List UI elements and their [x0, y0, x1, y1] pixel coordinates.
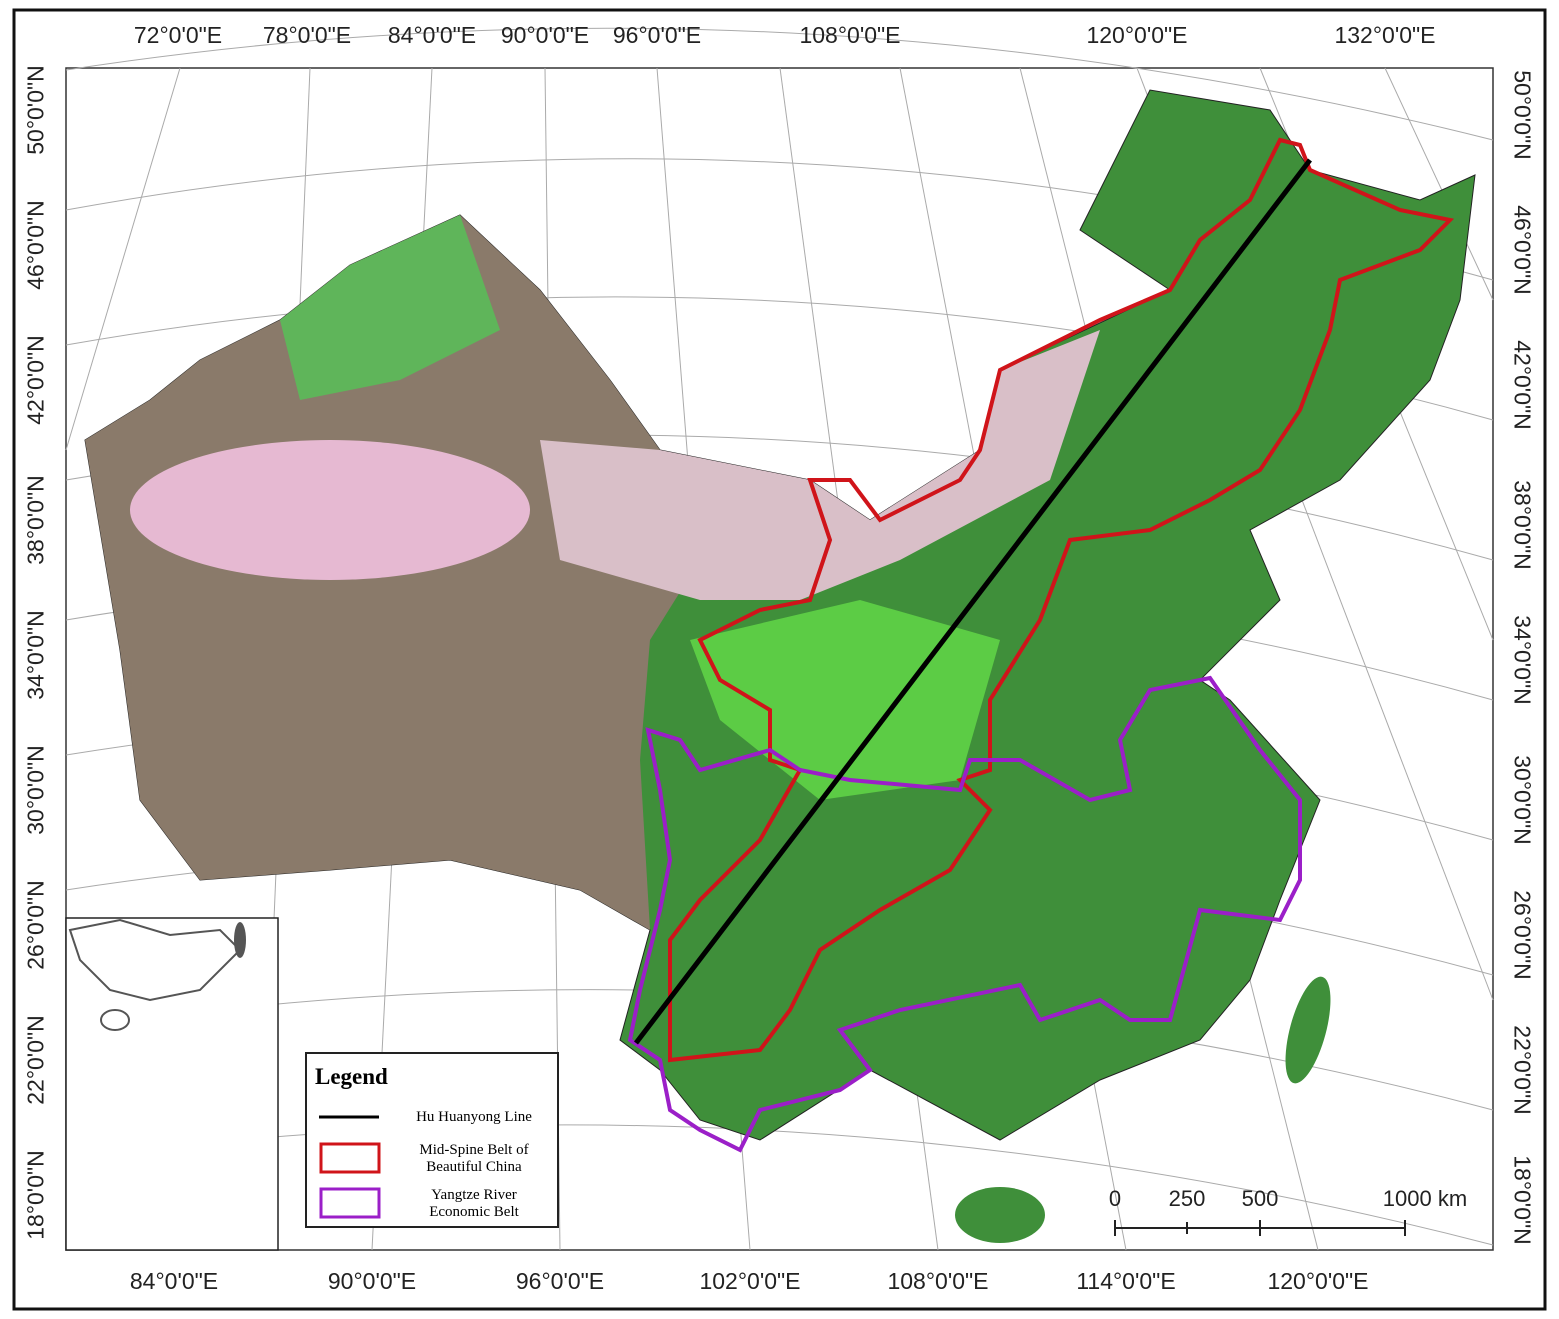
right-latitude-label: 22°0'0"N: [1509, 1025, 1536, 1115]
top-longitude-label: 84°0'0"E: [387, 22, 477, 48]
yangtze-belt: [627, 675, 1302, 1153]
bottom-longitude-label: 102°0'0"E: [699, 1268, 801, 1294]
top-longitude-label: 132°0'0"E: [1334, 22, 1436, 48]
right-latitude-label: 50°0'0"N: [1509, 70, 1536, 160]
legend-title: Legend: [315, 1064, 388, 1089]
left-latitude-label: 26°0'0"N: [22, 880, 49, 970]
scale-label: 250: [1168, 1186, 1206, 1211]
hainan: [955, 1187, 1045, 1243]
right-latitude-label: 18°0'0"N: [1509, 1155, 1536, 1245]
bottom-longitude-label: 108°0'0"E: [887, 1268, 989, 1294]
left-latitude-label: 30°0'0"N: [22, 745, 49, 835]
scale-label: 1000 km: [1382, 1186, 1468, 1211]
left-latitude-label: 22°0'0"N: [22, 1015, 49, 1105]
inset-map: [65, 917, 279, 1251]
hu-huanyong-line: [634, 158, 1312, 1045]
right-latitude-label: 46°0'0"N: [1509, 205, 1536, 295]
left-latitude-label: 34°0'0"N: [22, 610, 49, 700]
right-latitude-label: 42°0'0"N: [1509, 340, 1536, 430]
bottom-longitude-label: 84°0'0"E: [129, 1268, 219, 1294]
northern-desert: [540, 330, 1100, 600]
legend-item: Mid-Spine Belt of Beautiful China: [419, 1142, 529, 1175]
left-latitude-label: 42°0'0"N: [22, 335, 49, 425]
bottom-longitude-label: 114°0'0"E: [1076, 1268, 1176, 1294]
top-longitude-label: 78°0'0"E: [262, 22, 352, 48]
bottom-longitude-label: 120°0'0"E: [1267, 1268, 1369, 1294]
outer-frame: [12, 8, 1547, 1311]
top-longitude-label: 96°0'0"E: [612, 22, 702, 48]
bottom-longitude-label: 96°0'0"E: [515, 1268, 605, 1294]
top-longitude-label: 120°0'0"E: [1086, 22, 1188, 48]
legend-item: Yangtze River Economic Belt: [429, 1187, 519, 1220]
taiwan: [1285, 976, 1331, 1084]
right-latitude-label: 38°0'0"N: [1509, 480, 1536, 570]
top-longitude-label: 90°0'0"E: [500, 22, 590, 48]
left-latitude-label: 46°0'0"N: [22, 200, 49, 290]
right-latitude-label: 30°0'0"N: [1509, 755, 1536, 845]
taklamakan-desert: [130, 440, 530, 580]
scale-label: 500: [1241, 1186, 1279, 1211]
right-latitude-label: 34°0'0"N: [1509, 615, 1536, 705]
top-longitude-label: 108°0'0"E: [799, 22, 901, 48]
legend-symbols: [319, 1115, 381, 1219]
legend: Legend Hu Huanyong Line Mid-Spine Belt o…: [305, 1052, 559, 1228]
left-latitude-label: 50°0'0"N: [22, 65, 49, 155]
right-latitude-label: 26°0'0"N: [1509, 890, 1536, 980]
legend-item: Hu Huanyong Line: [416, 1109, 532, 1125]
scale-bar: [1114, 1220, 1406, 1236]
bottom-longitude-label: 90°0'0"E: [327, 1268, 417, 1294]
top-longitude-label: 72°0'0"E: [133, 22, 223, 48]
northwest-green: [280, 215, 500, 400]
left-latitude-label: 38°0'0"N: [22, 475, 49, 565]
left-latitude-label: 18°0'0"N: [22, 1150, 49, 1240]
scale-label: 0: [1108, 1186, 1122, 1211]
